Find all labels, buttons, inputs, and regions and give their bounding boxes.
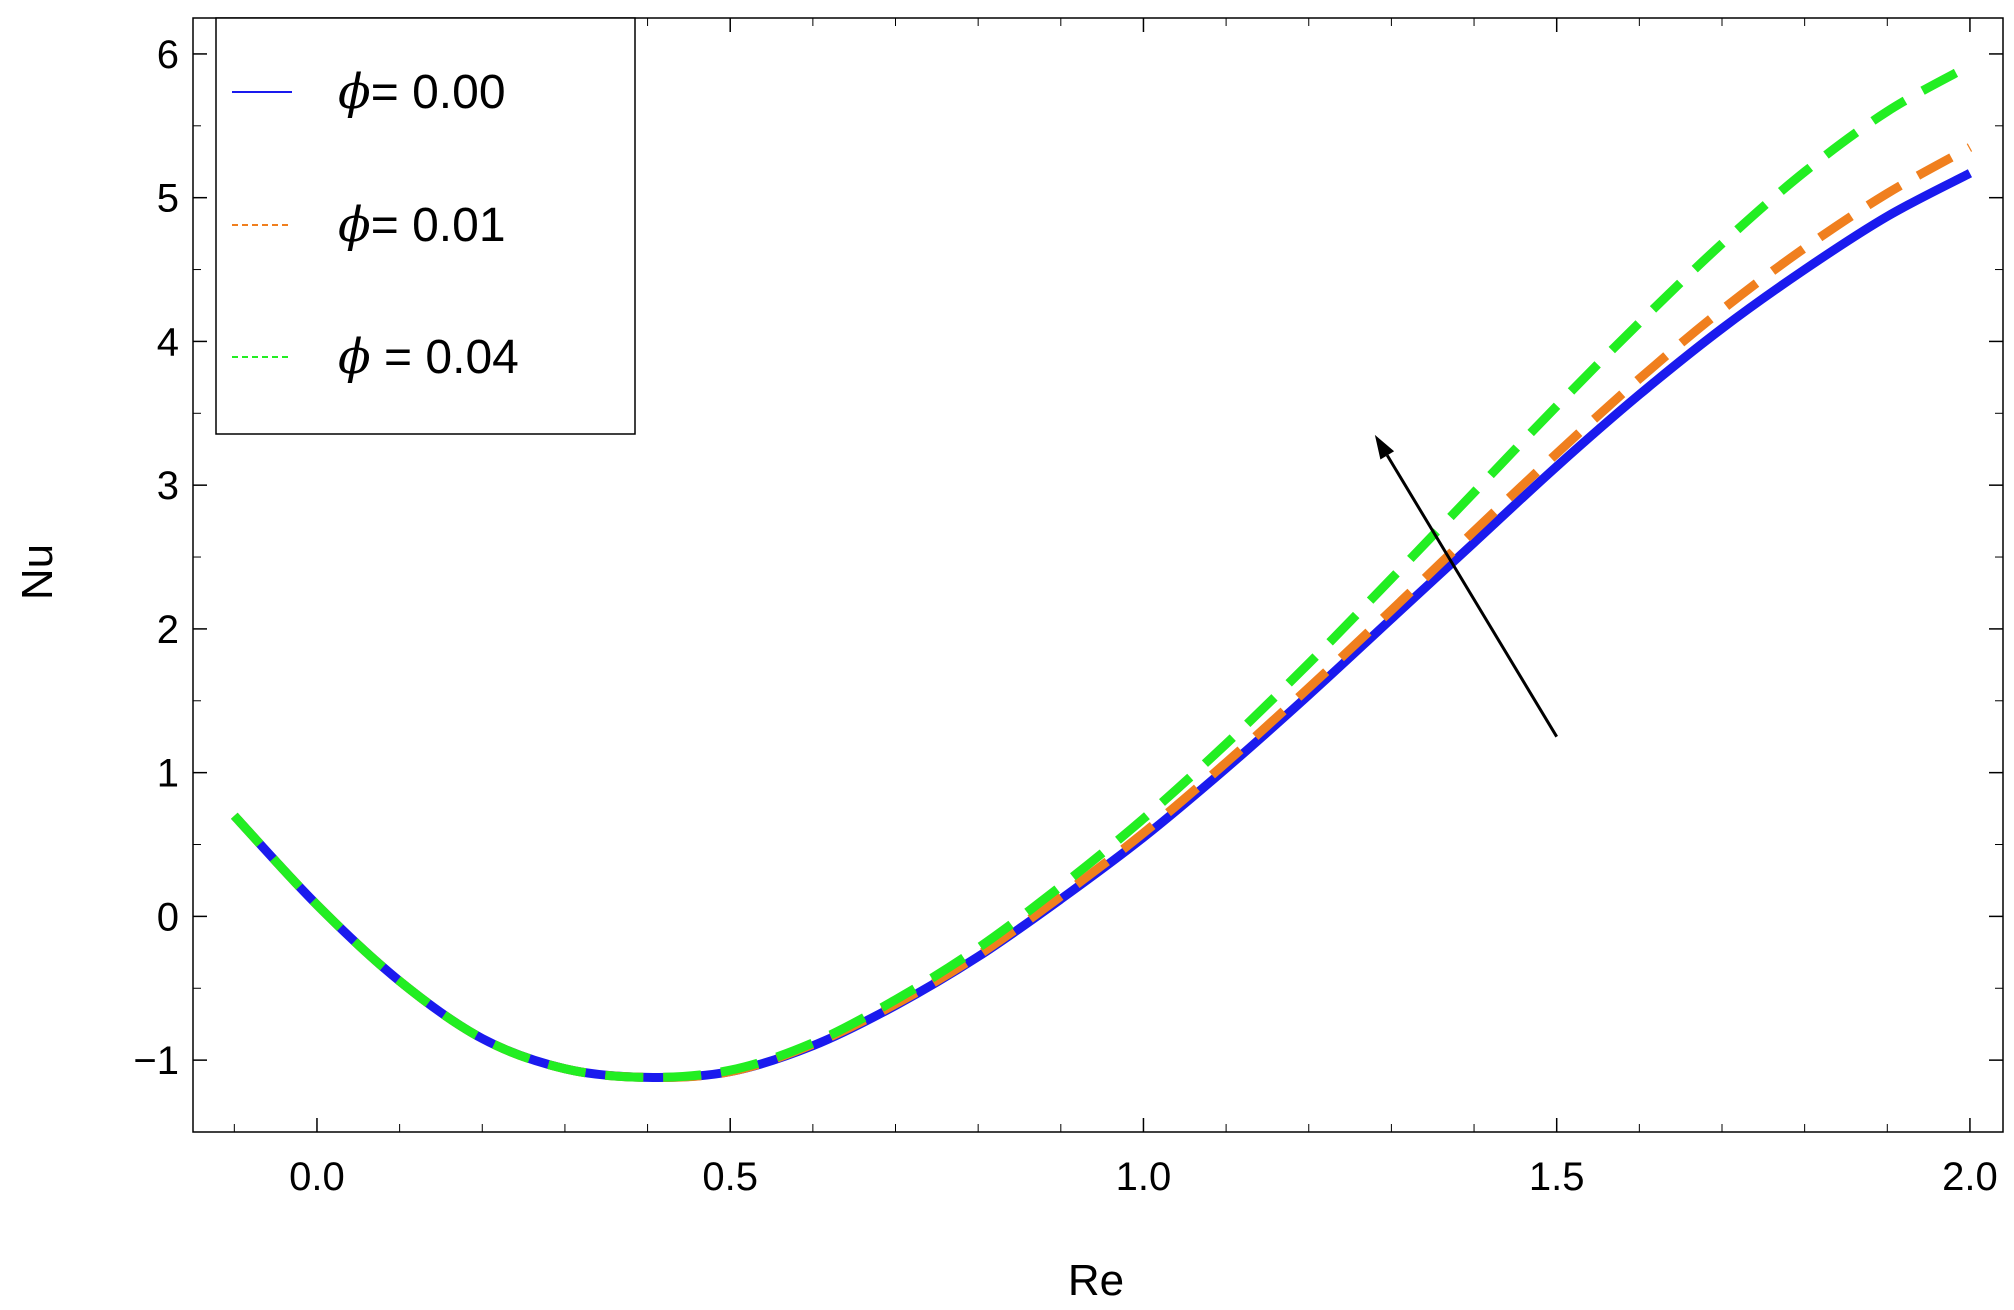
- trend-arrow-shaft: [1385, 454, 1558, 738]
- y-tick-label: 1: [157, 752, 179, 796]
- legend-label-2: ϕ = 0.04: [338, 329, 519, 385]
- legend-label-1: ϕ= 0.01: [338, 197, 506, 253]
- x-tick-label: 0.0: [289, 1155, 345, 1199]
- legend: ϕ= 0.00ϕ= 0.01ϕ = 0.04: [215, 17, 636, 435]
- y-tick-label: 5: [157, 177, 179, 221]
- y-tick-label: 2: [157, 608, 179, 652]
- y-tick-label: −1: [133, 1039, 179, 1083]
- annotation-layer: [1374, 434, 1558, 738]
- legend-value: = 0.00: [371, 66, 506, 119]
- series-layer: [231, 61, 1973, 1082]
- y-axis-title: Nu: [13, 544, 62, 600]
- x-tick-label: 2.0: [1942, 1155, 1998, 1199]
- legend-label-0: ϕ= 0.00: [338, 64, 506, 120]
- trend-arrow-head: [1374, 434, 1395, 460]
- y-tick-label: 4: [157, 320, 179, 364]
- ticks-layer: 0.0 0.5 1.0 1.5 2.0 −1 0 1 2 3 4 5 6: [133, 18, 2003, 1199]
- series-line-2: [231, 61, 1973, 1082]
- legend-phi-symbol: ϕ: [338, 197, 371, 253]
- legend-value: = 0.04: [371, 331, 519, 384]
- legend-phi-symbol: ϕ: [338, 64, 371, 120]
- legend-value: = 0.01: [371, 199, 506, 252]
- y-tick-label: 6: [157, 33, 179, 77]
- x-tick-label: 1.5: [1529, 1155, 1585, 1199]
- x-axis-title: Re: [1068, 1256, 1124, 1305]
- x-tick-label: 1.0: [1116, 1155, 1172, 1199]
- legend-phi-symbol: ϕ: [338, 329, 371, 385]
- x-tick-label: 0.5: [702, 1155, 758, 1199]
- plot-frame: [192, 17, 2004, 1133]
- y-tick-label: 3: [157, 464, 179, 508]
- y-tick-label: 0: [157, 895, 179, 939]
